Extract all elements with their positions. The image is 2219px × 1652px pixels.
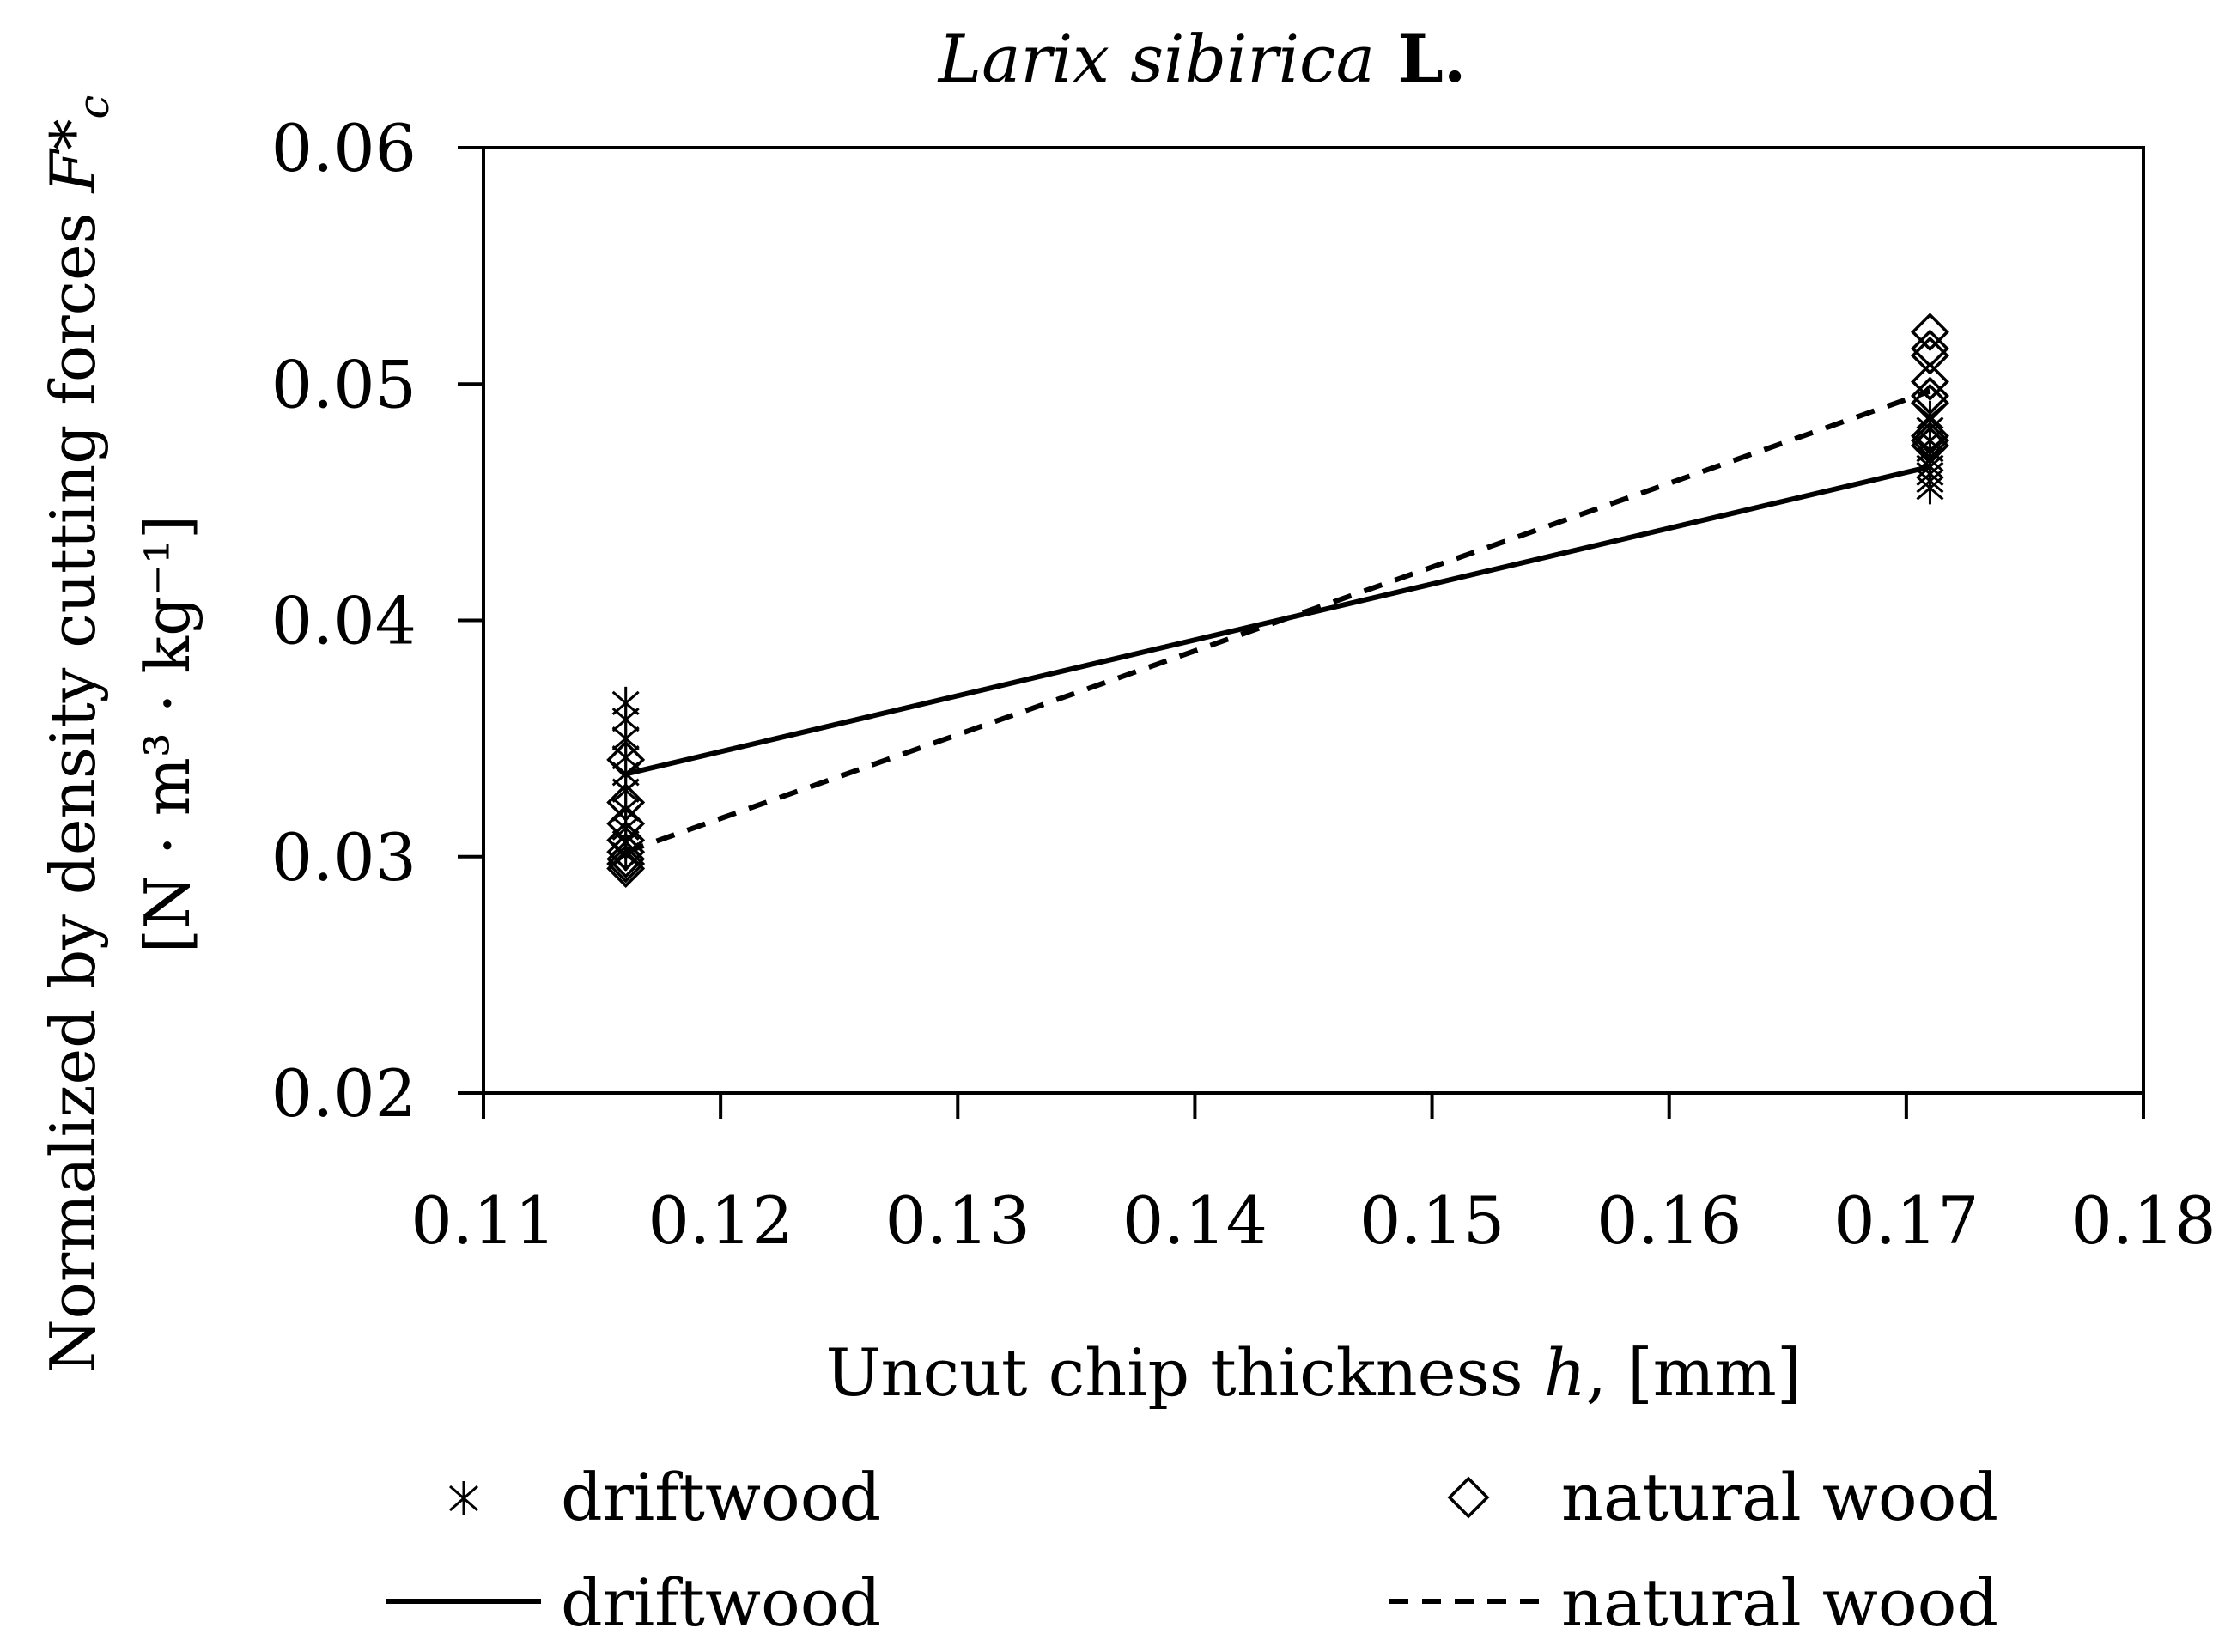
natural-wood-point (1910, 362, 1949, 401)
chart-title-suffix: L. (1375, 21, 1466, 97)
legend-natural-wood-marker-label: natural wood (1561, 1459, 1998, 1535)
x-tick-label: 0.11 (410, 1182, 556, 1259)
driftwood-point (1916, 471, 1944, 505)
natural-wood-point (606, 840, 646, 878)
y-axis-label-line1: Normalized by density cutting forces F*c (37, 95, 119, 1374)
natural-wood-point (606, 821, 646, 859)
y-axis-label-line2: [N · m³ · kg⁻¹] (131, 515, 204, 953)
natural-wood-point (1910, 376, 1949, 416)
legend-driftwood-line-label: driftwood (561, 1564, 881, 1641)
x-tick-label: 0.15 (1359, 1182, 1505, 1259)
x-axis-label-main: Uncut chip thickness (825, 1334, 1543, 1411)
natural-wood-point (1910, 416, 1949, 456)
markers (606, 313, 1949, 888)
y-axis-label-sub: c (69, 95, 119, 119)
legend-natural-wood-marker-symbol (1447, 1476, 1490, 1519)
trendlines (624, 388, 1931, 855)
x-tick-label: 0.17 (1833, 1182, 1979, 1259)
natural-wood-point (606, 832, 646, 872)
natural-wood-point (606, 740, 646, 780)
natural-wood-point (606, 844, 646, 884)
chart-title: Larix sibirica L. (937, 21, 1467, 97)
x-tick-label: 0.13 (885, 1182, 1030, 1259)
natural-wood-point (606, 782, 646, 822)
y-axis-label-main: Normalized by density cutting forces (37, 193, 109, 1374)
y-axis-label: Normalized by density cutting forces F*c… (37, 95, 204, 1374)
legend-driftwood-marker-symbol (449, 1481, 478, 1515)
y-axis-ticks: 0.02 0.03 0.04 0.05 0.06 (271, 110, 483, 1132)
x-axis-label: Uncut chip thickness h, [mm] (825, 1334, 1802, 1411)
natural-wood-point (1910, 313, 1949, 352)
x-tick-label: 0.12 (648, 1182, 793, 1259)
x-tick-label: 0.18 (2070, 1182, 2216, 1259)
y-tick-label: 0.04 (271, 583, 416, 659)
y-tick-label: 0.03 (271, 819, 416, 896)
chart-title-species: Larix sibirica (937, 21, 1375, 97)
natural-wood-point (1910, 336, 1949, 375)
x-tick-label: 0.14 (1122, 1182, 1268, 1259)
natural-wood-point (606, 849, 646, 888)
y-tick-label: 0.02 (271, 1055, 416, 1132)
plot-area (482, 146, 2145, 1095)
legend: driftwood natural wood driftwood natural… (386, 1459, 1998, 1641)
x-tick-label: 0.16 (1596, 1182, 1742, 1259)
y-axis-label-var: F* (37, 119, 109, 195)
natural-wood-point (1910, 426, 1949, 465)
y-tick-label: 0.06 (271, 110, 416, 186)
y-tick-label: 0.05 (271, 346, 416, 422)
x-axis-label-var: h (1544, 1334, 1586, 1411)
x-axis-ticks: 0.11 0.12 0.13 0.14 0.15 0.16 0.17 0.18 (410, 1093, 2216, 1259)
x-axis-label-unit: , [mm] (1586, 1334, 1803, 1411)
legend-driftwood-marker-label: driftwood (561, 1459, 881, 1535)
natural-wood-point (1910, 421, 1949, 460)
legend-natural-wood-line-label: natural wood (1561, 1564, 1998, 1641)
trendline-natural-wood (624, 388, 1931, 855)
